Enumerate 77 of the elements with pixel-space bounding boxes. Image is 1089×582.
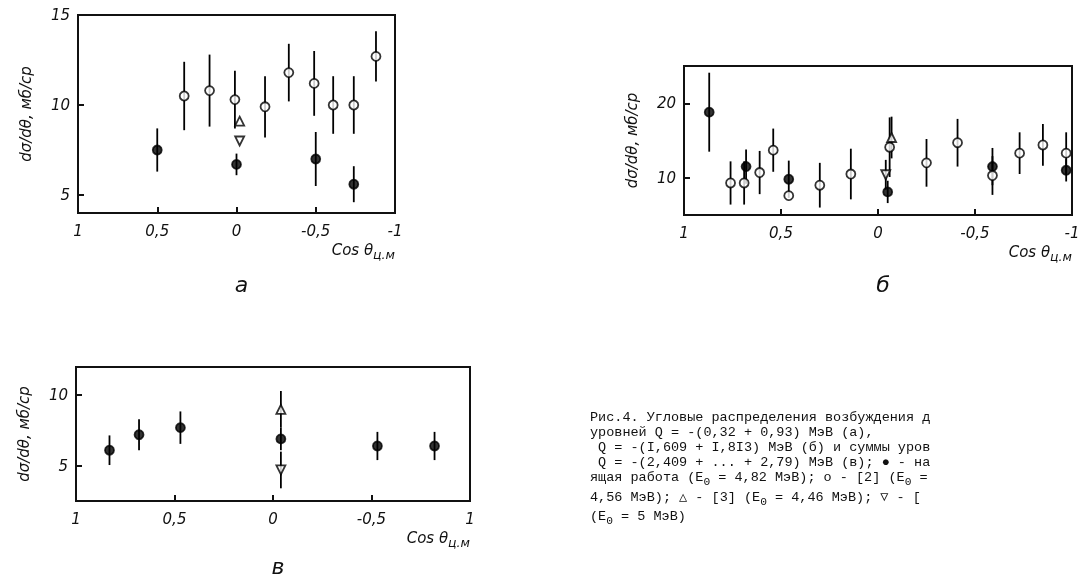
- point: [229, 94, 241, 105]
- x-tick-label: 1: [71, 509, 81, 528]
- x-tick-label: 0,5: [162, 509, 187, 528]
- point: [234, 115, 246, 127]
- x-tick-label: -0,5: [960, 223, 990, 242]
- point: [348, 178, 360, 190]
- y-tick-label: 10: [48, 386, 68, 405]
- y-tick-label: 10: [50, 96, 70, 114]
- x-tick-label: -1: [387, 221, 403, 240]
- point: [259, 101, 271, 113]
- point: [1014, 147, 1026, 159]
- point: [327, 99, 339, 111]
- point: [987, 170, 998, 181]
- point: [275, 464, 287, 476]
- point: [204, 85, 215, 96]
- x-tick-label: 0,5: [145, 221, 170, 240]
- point: [370, 51, 382, 62]
- x-tick-label: 0: [873, 223, 883, 242]
- point: [231, 159, 242, 170]
- x-axis-title: Cos θ$_{ц.м}$: [331, 241, 395, 262]
- x-tick-label: 0: [231, 221, 242, 240]
- point: [372, 440, 383, 452]
- point: [882, 186, 894, 198]
- point: [845, 168, 857, 180]
- point: [884, 141, 896, 153]
- x-tick-label: 0,5: [769, 223, 793, 242]
- text: а: [234, 271, 249, 297]
- text: в: [271, 553, 285, 579]
- y-tick-label: 15: [50, 6, 70, 24]
- point: [348, 99, 360, 111]
- point: [151, 144, 163, 156]
- x-tick-label: -0,5: [356, 509, 387, 528]
- y-tick-label: 5: [58, 456, 68, 475]
- x-axis-title: Cos θ$_{ц.м}$: [1008, 243, 1072, 264]
- point: [175, 422, 186, 434]
- point: [738, 177, 750, 189]
- point: [283, 67, 295, 78]
- y-axis-title: dσ/dθ, мб/ср: [14, 386, 33, 482]
- point: [783, 173, 795, 185]
- y-axis-title: dσ/dθ, мб/ср: [622, 92, 641, 189]
- point: [133, 429, 145, 441]
- y-tick-label: 5: [60, 186, 70, 204]
- y-tick-label: 20: [656, 94, 676, 113]
- point: [1060, 164, 1072, 176]
- point: [234, 135, 246, 147]
- point: [308, 78, 320, 89]
- x-tick-label: 0: [268, 509, 278, 528]
- point: [921, 157, 932, 169]
- point: [703, 106, 715, 118]
- y-axis-title: dσ/dθ, мб/ср: [16, 66, 35, 162]
- text: Рис.4. Угловые распределения возбуждения д уровней Q = -(0,32 + 0,93) МэВ (а), Q = -(I,609 + I,8I3) МэВ (б) и суммы уров Q = -(2,409 + ... + 2,79) МэВ (в); ● - на ящая работа (E$_{0}$ = 4,82 МэВ); o - [2] (E$_{0}$ = 4,56 МэВ); △ - [3] (E$_{0}$ = 4,46 МэВ); ▽ - [ (E$_{0}$ = 5 МэВ): [590, 410, 931, 528]
- y-tick-label: 10: [656, 168, 676, 187]
- point: [987, 161, 998, 172]
- point: [429, 440, 440, 452]
- x-tick-label: -1: [1064, 223, 1080, 242]
- point: [880, 169, 892, 181]
- text: б: [876, 271, 890, 297]
- point: [740, 161, 752, 172]
- point: [814, 179, 826, 191]
- x-tick-label: 1: [73, 221, 83, 240]
- point: [310, 153, 322, 165]
- point: [783, 190, 795, 202]
- point: [952, 137, 963, 149]
- point: [767, 144, 779, 156]
- point: [178, 90, 190, 102]
- x-axis-title: Cos θ$_{ц.м}$: [406, 529, 470, 550]
- x-tick-label: 1: [465, 509, 475, 528]
- point: [275, 433, 287, 445]
- point: [104, 444, 115, 456]
- point: [886, 132, 897, 143]
- point: [1060, 147, 1072, 159]
- point: [1037, 139, 1049, 151]
- point: [725, 177, 736, 189]
- point: [754, 167, 766, 178]
- point: [275, 403, 287, 415]
- x-tick-label: 1: [679, 223, 689, 242]
- x-tick-label: -0,5: [301, 221, 331, 240]
